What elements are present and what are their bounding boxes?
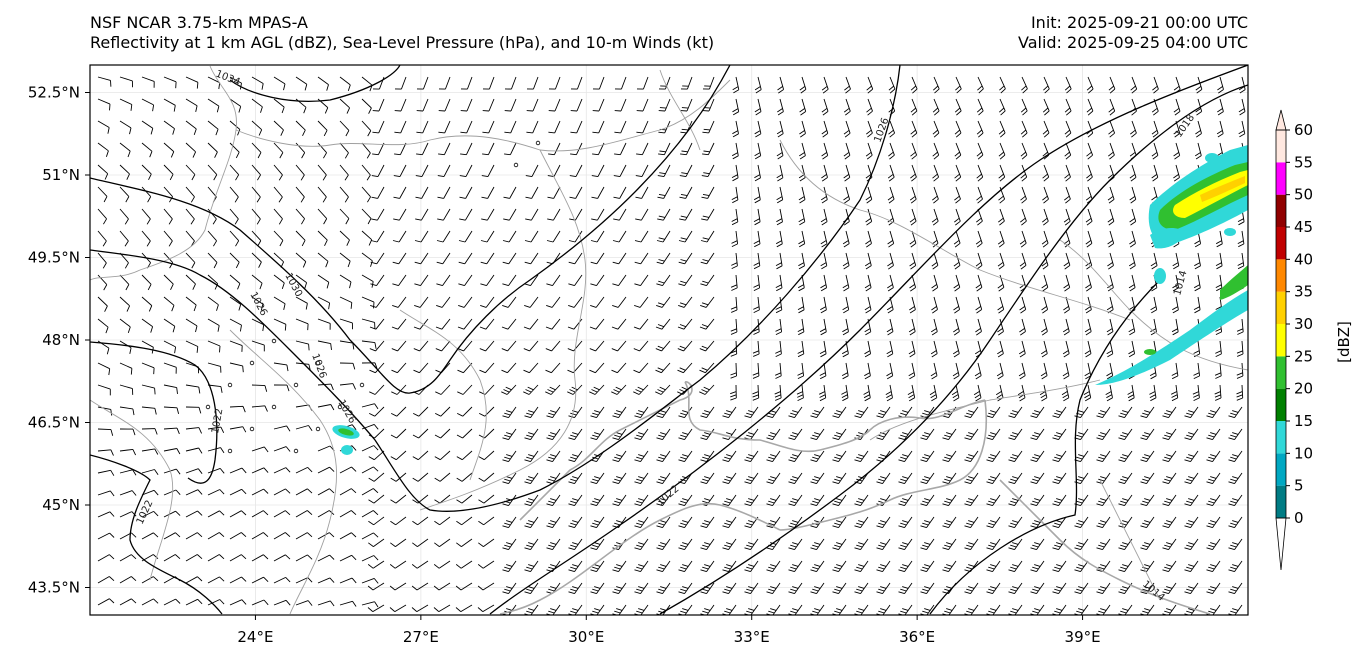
fields-title: Reflectivity at 1 km AGL (dBZ), Sea-Leve…: [90, 33, 715, 52]
colorbar-tick-label: 15: [1294, 412, 1313, 430]
lon-tick-label: 30°E: [568, 628, 604, 646]
wind-barbs: [97, 76, 1246, 615]
colorbar-tick-label: 35: [1294, 283, 1313, 301]
colorbar-segment: [1276, 259, 1286, 292]
isobars: [90, 65, 1248, 615]
colorbar-segment: [1276, 227, 1286, 260]
colorbar-segment: [1276, 453, 1286, 486]
isobar-label: 1022: [210, 408, 225, 435]
valid-time: Valid: 2025-09-25 04:00 UTC: [1017, 33, 1248, 52]
colorbar-tick-label: 0: [1294, 509, 1304, 527]
chart-title-right: Init: 2025-09-21 00:00 UTC Valid: 2025-0…: [1018, 13, 1248, 53]
lon-tick-label: 36°E: [899, 628, 935, 646]
colorbar-segment: [1276, 388, 1286, 421]
colorbar-tick-label: 55: [1294, 153, 1313, 171]
colorbar-tick-label: 5: [1294, 477, 1304, 495]
colorbar-segment: [1276, 356, 1286, 389]
init-time: Init: 2025-09-21 00:00 UTC: [1030, 13, 1248, 32]
colorbar-extend-min: [1275, 517, 1287, 571]
map-axes: 24°E 27°E 30°E 33°E 36°E 39°E 52.5°N 51°N 49.5°N…: [28, 84, 1101, 647]
lon-tick-label: 24°E: [237, 628, 273, 646]
colorbar-label: [dBZ]: [1335, 321, 1353, 363]
chart-title-left: NSF NCAR 3.75-km MPAS-A Reflectivity at …: [90, 13, 714, 53]
lat-tick-label: 49.5°N: [28, 249, 80, 267]
colorbar-tick-label: 45: [1294, 218, 1313, 236]
colorbar-tick-label: 60: [1294, 121, 1313, 139]
lat-tick-label: 48°N: [42, 331, 80, 349]
country-borders: [90, 65, 1248, 615]
colorbar-segment: [1276, 324, 1286, 357]
lon-tick-label: 33°E: [734, 628, 770, 646]
coastlines: [499, 381, 1211, 615]
model-title: NSF NCAR 3.75-km MPAS-A: [90, 13, 308, 32]
gridlines: [90, 65, 1248, 615]
lon-tick-label: 39°E: [1065, 628, 1101, 646]
lat-tick-label: 52.5°N: [28, 84, 80, 102]
colorbar-tick-label: 30: [1294, 315, 1313, 333]
colorbar-segment: [1276, 130, 1286, 163]
reflectivity-echoes: [332, 145, 1248, 455]
colorbar-tick-label: 40: [1294, 250, 1313, 268]
colorbar-tick-label: 50: [1294, 186, 1313, 204]
colorbar-tick-label: 10: [1294, 444, 1313, 462]
colorbar-segment: [1276, 194, 1286, 227]
colorbar-segment: [1276, 291, 1286, 324]
lat-tick-label: 46.5°N: [28, 414, 80, 432]
colorbar-segment: [1276, 421, 1286, 454]
lat-tick-label: 43.5°N: [28, 579, 80, 597]
lat-tick-label: 45°N: [42, 496, 80, 514]
colorbar-segment: [1276, 162, 1286, 195]
colorbar-tick-label: 20: [1294, 380, 1313, 398]
lat-tick-label: 51°N: [42, 166, 80, 184]
colorbar-extend-max: [1275, 109, 1287, 131]
colorbar-tick-label: 25: [1294, 347, 1313, 365]
dbz-colorbar: 0 5 10 15 20 25 30 35 40 45 50 55 60 [dBZ]: [1275, 109, 1353, 571]
lon-tick-label: 27°E: [403, 628, 439, 646]
colorbar-segment: [1276, 485, 1286, 518]
